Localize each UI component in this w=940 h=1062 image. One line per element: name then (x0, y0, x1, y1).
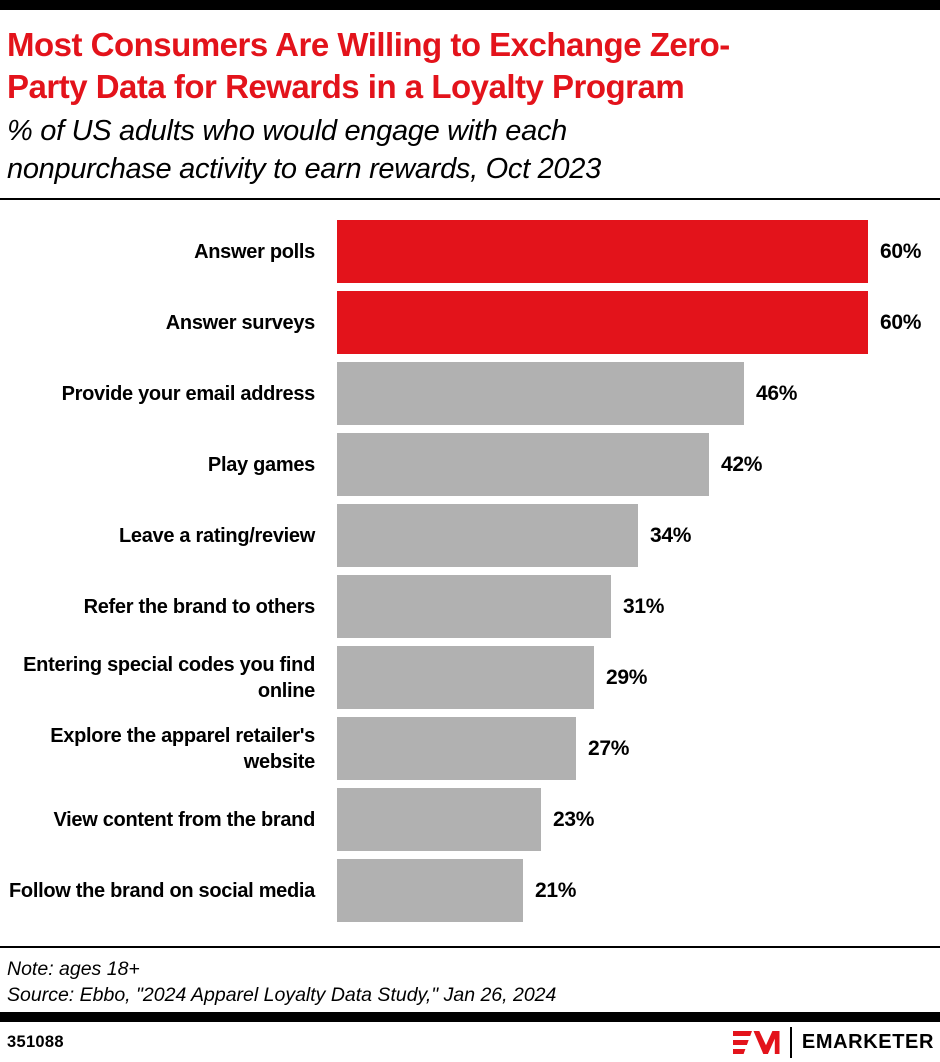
bar (337, 433, 709, 496)
chart: Answer polls 60% Answer surveys 60% Prov… (0, 200, 940, 946)
bar-label: Follow the brand on social media (9, 879, 315, 902)
note-text: Note: ages 18+ (7, 958, 140, 980)
bar-row: Follow the brand on social media 21% (0, 859, 940, 922)
emarketer-em-icon (732, 1030, 780, 1054)
chart-title-line-1: Most Consumers Are Willing to Exchange Z… (7, 26, 730, 63)
bar (337, 859, 523, 922)
bar (337, 362, 744, 425)
bar-value: 60% (880, 310, 922, 334)
bar (337, 220, 868, 283)
chart-title: Most Consumers Are Willing to Exchange Z… (7, 24, 922, 108)
bar-row: Answer polls 60% (0, 220, 940, 283)
notes-block: Note: ages 18+ Source: Ebbo, "2024 Appar… (0, 948, 940, 1012)
bar (337, 504, 638, 567)
bar-row: Refer the brand to others 31% (0, 575, 940, 638)
chart-header: Most Consumers Are Willing to Exchange Z… (0, 10, 940, 188)
bar-value: 34% (650, 523, 692, 547)
bar-value: 27% (588, 736, 630, 760)
chart-subtitle: % of US adults who would engage with eac… (7, 112, 922, 188)
bar-label: Provide your email address (61, 382, 316, 405)
bar (337, 291, 868, 354)
bar (337, 646, 594, 709)
logo-divider (789, 1026, 792, 1058)
bar-label: Explore the apparel retailer's website (50, 724, 315, 773)
footer-black-bar (0, 1012, 940, 1022)
chart-title-line-2: Party Data for Rewards in a Loyalty Prog… (7, 68, 685, 105)
bar-value: 31% (623, 594, 665, 618)
bar (337, 788, 541, 851)
bar-row: Leave a rating/review 34% (0, 504, 940, 567)
emarketer-logo: EMARKETER (732, 1026, 934, 1058)
emarketer-wordmark: EMARKETER (801, 1030, 934, 1053)
bar-row: Entering special codes you find online 2… (0, 646, 940, 709)
bar-value: 23% (553, 807, 595, 831)
chart-subtitle-line-2: nonpurchase activity to earn rewards, Oc… (7, 153, 601, 185)
bar-label: Answer surveys (165, 311, 316, 334)
top-black-bar (0, 0, 940, 10)
chart-id: 351088 (7, 1032, 64, 1051)
bar-value: 42% (721, 452, 763, 476)
footer-divider (0, 946, 940, 948)
bar-row: Answer surveys 60% (0, 291, 940, 354)
bar-value: 29% (606, 665, 648, 689)
source-text: Source: Ebbo, "2024 Apparel Loyalty Data… (7, 984, 557, 1006)
footer-bottom-row: 351088 EMARKETER (0, 1022, 940, 1062)
bar-label: Play games (207, 453, 315, 476)
bar-row: View content from the brand 23% (0, 788, 940, 851)
bar-label: Leave a rating/review (118, 524, 315, 547)
bar-value: 60% (880, 239, 922, 263)
bar-label: View content from the brand (53, 808, 315, 831)
bar-row: Explore the apparel retailer's website 2… (0, 717, 940, 780)
header-divider (0, 198, 940, 200)
bar-row: Play games 42% (0, 433, 940, 496)
bar-row: Provide your email address 46% (0, 362, 940, 425)
bar-label: Refer the brand to others (83, 595, 316, 618)
bar-value: 21% (535, 878, 577, 902)
chart-subtitle-line-1: % of US adults who would engage with eac… (7, 115, 567, 147)
bar (337, 575, 611, 638)
bar-value: 46% (756, 381, 798, 405)
bar-label: Answer polls (194, 240, 315, 263)
bar (337, 717, 576, 780)
bar-label: Entering special codes you find online (23, 653, 315, 702)
